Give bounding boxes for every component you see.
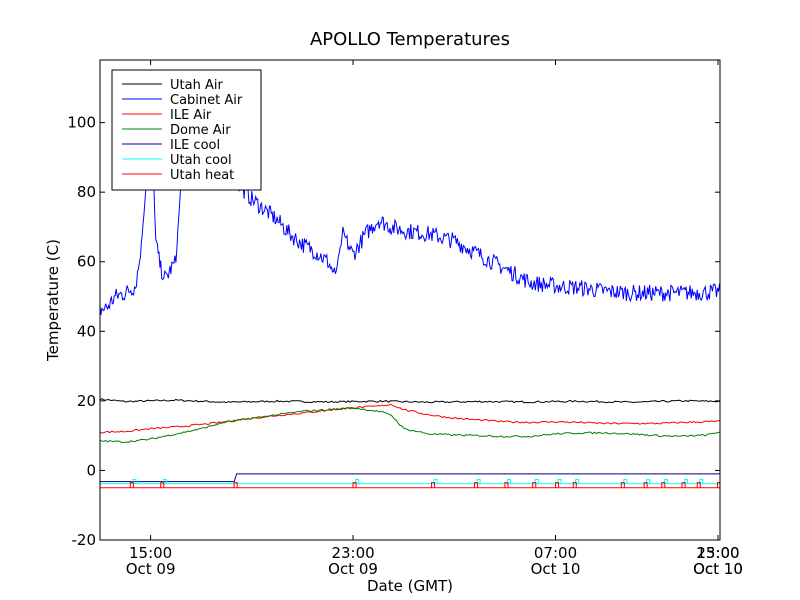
pulse-utah-cool xyxy=(132,478,137,484)
pulse-utah-heat xyxy=(716,482,720,488)
y-tick-label: 0 xyxy=(86,461,96,479)
series-line-dome-air xyxy=(100,406,720,443)
pulse-utah-cool xyxy=(699,478,704,484)
legend-label-dome-air: Dome Air xyxy=(170,123,231,138)
y-tick-label: 20 xyxy=(77,392,96,410)
y-tick-label: 60 xyxy=(77,253,96,271)
pulse-utah-cool xyxy=(557,478,562,484)
pulse-utah-heat xyxy=(661,482,666,488)
pulse-utah-cool xyxy=(355,478,360,484)
pulse-utah-heat xyxy=(572,482,577,488)
pulse-utah-heat xyxy=(681,482,686,488)
pulse-utah-cool xyxy=(623,478,628,484)
pulse-utah-heat xyxy=(504,482,509,488)
x-tick-date-label: Oct 09 xyxy=(328,560,378,578)
x-tick-date-label: Oct 10 xyxy=(693,560,743,578)
pulse-utah-heat xyxy=(352,482,357,488)
pulse-utah-heat xyxy=(129,482,134,488)
series-line-utah-air xyxy=(100,397,720,404)
pulse-utah-heat xyxy=(620,482,625,488)
legend-box xyxy=(111,69,262,191)
legend-label-utah-heat: Utah heat xyxy=(170,168,234,183)
pulse-utah-heat xyxy=(532,482,537,488)
pulse-utah-cool xyxy=(162,478,167,484)
chart-title: APOLLO Temperatures xyxy=(310,29,510,50)
x-tick-time-label: 07:00 xyxy=(534,544,577,562)
x-tick-date-label: Oct 10 xyxy=(531,560,581,578)
x-axis-label: Date (GMT) xyxy=(367,577,453,595)
pulse-utah-cool xyxy=(433,478,438,484)
pulse-utah-cool xyxy=(534,478,539,484)
x-tick-time-label: 15:00 xyxy=(696,544,739,562)
pulse-utah-cool xyxy=(575,478,580,484)
legend-label-ile-air: ILE Air xyxy=(170,108,212,123)
pulse-utah-heat xyxy=(555,482,560,488)
pulse-utah-heat xyxy=(643,482,648,488)
x-tick-date-label: Oct 10 xyxy=(693,560,743,578)
y-tick-label: -20 xyxy=(72,531,97,549)
pulse-utah-heat xyxy=(431,482,436,488)
pulse-utah-cool xyxy=(646,478,651,484)
legend-label-ile-cool: ILE cool xyxy=(170,138,220,153)
pulse-utah-heat xyxy=(474,482,479,488)
series-line-ile-cool xyxy=(100,473,720,483)
y-axis-label: Temperature (C) xyxy=(44,239,62,362)
x-tick-time-label: 23:00 xyxy=(331,544,374,562)
legend-label-utah-air: Utah Air xyxy=(170,78,223,93)
pulse-utah-heat xyxy=(696,482,701,488)
pulse-utah-cool xyxy=(506,478,511,484)
x-tick-date-label: Oct 09 xyxy=(126,560,176,578)
pulse-utah-cool xyxy=(663,478,668,484)
plot-frame xyxy=(99,59,721,541)
y-tick-label: 80 xyxy=(77,183,96,201)
pulse-utah-cool xyxy=(684,478,689,484)
x-tick-time-label: 15:00 xyxy=(129,544,172,562)
pulse-utah-heat xyxy=(233,482,238,488)
legend-label-cabinet-air: Cabinet Air xyxy=(170,93,243,108)
x-tick-time-label: 23:00 xyxy=(696,544,739,562)
y-tick-label: 40 xyxy=(77,322,96,340)
pulse-utah-heat xyxy=(160,482,165,488)
legend-label-utah-cool: Utah cool xyxy=(170,153,232,168)
pulse-utah-cool xyxy=(476,478,481,484)
y-tick-label: 100 xyxy=(67,114,96,132)
